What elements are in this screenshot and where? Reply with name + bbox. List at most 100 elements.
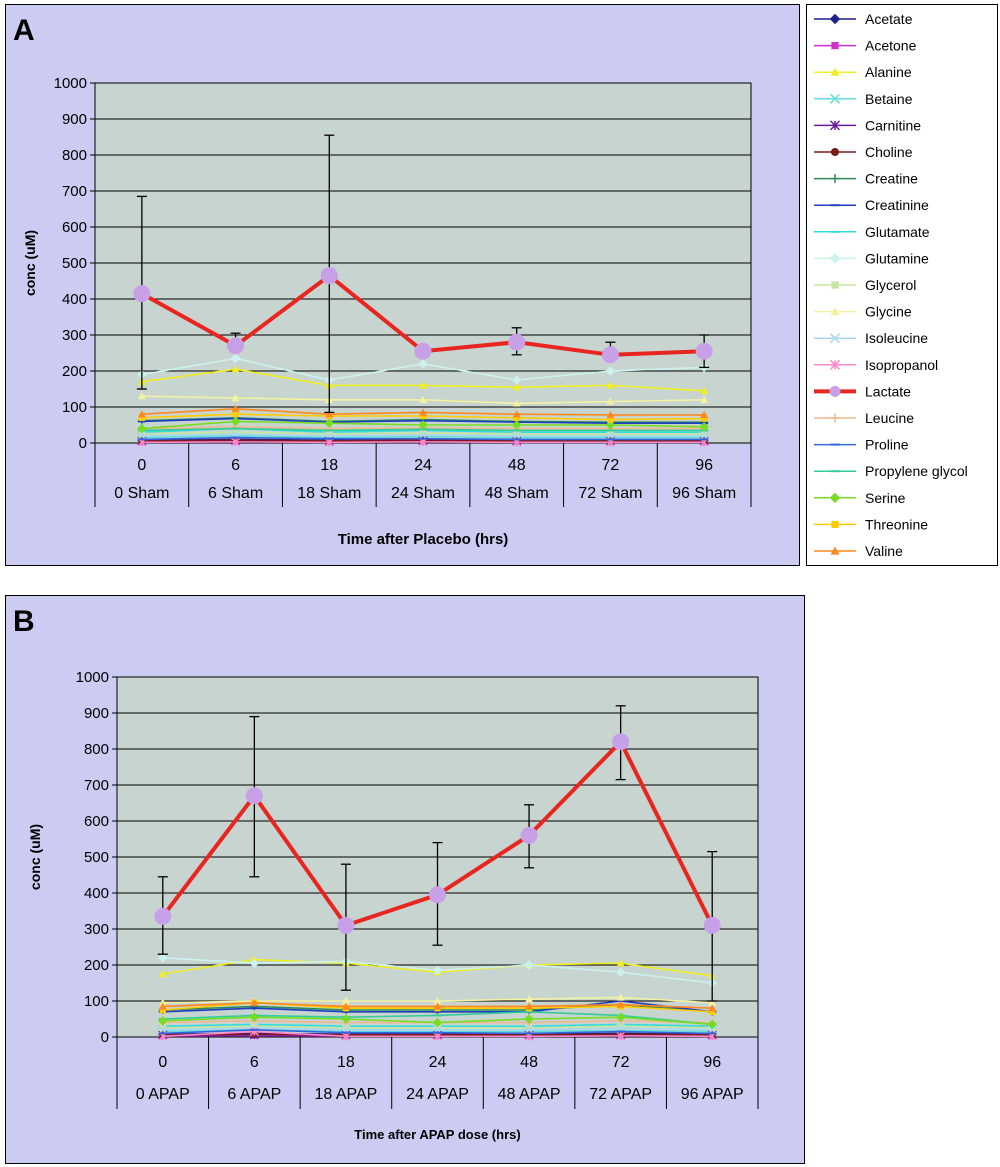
y-tick-label: 300 bbox=[84, 921, 109, 938]
legend-label: Isopropanol bbox=[865, 357, 938, 373]
x-tick-label: 6 bbox=[231, 457, 240, 474]
y-axis-title: conc (uM) bbox=[27, 824, 43, 890]
data-point bbox=[325, 437, 334, 440]
data-point bbox=[700, 430, 708, 438]
data-point bbox=[512, 410, 521, 418]
data-point bbox=[341, 1010, 350, 1013]
series-lactate bbox=[154, 705, 721, 1002]
data-point bbox=[508, 333, 526, 351]
legend-label: Glutamine bbox=[865, 250, 929, 266]
data-point bbox=[232, 429, 239, 436]
data-point bbox=[325, 429, 334, 432]
data-point bbox=[137, 392, 146, 400]
y-tick-label: 900 bbox=[62, 111, 87, 128]
y-tick-label: 400 bbox=[62, 291, 87, 308]
data-point bbox=[525, 1032, 534, 1035]
data-point bbox=[700, 410, 709, 419]
panel-label-b: B bbox=[13, 605, 35, 638]
data-point bbox=[341, 997, 350, 1005]
data-point bbox=[616, 993, 625, 1001]
legend-item-propylene-glycol: Propylene glycol bbox=[814, 463, 968, 479]
x-group-label: 0 APAP bbox=[136, 1086, 190, 1103]
x-axis-title: Time after Placebo (hrs) bbox=[338, 531, 509, 548]
data-point bbox=[615, 1012, 626, 1022]
legend-marker bbox=[831, 42, 839, 50]
data-point bbox=[708, 1032, 717, 1035]
data-point bbox=[341, 1002, 350, 1010]
series-valine bbox=[158, 998, 717, 1012]
data-point bbox=[138, 414, 146, 421]
x-tick-label: 0 bbox=[158, 1054, 167, 1071]
legend-label: Threonine bbox=[865, 516, 928, 532]
data-point bbox=[607, 430, 614, 438]
y-tick-label: 0 bbox=[79, 435, 87, 452]
legend-item-glutamate: Glutamate bbox=[814, 224, 930, 240]
legend-label: Glycine bbox=[865, 304, 912, 320]
data-point bbox=[605, 366, 616, 376]
data-point bbox=[158, 1016, 168, 1026]
legend-item-glycine: Glycine bbox=[814, 304, 912, 320]
legend-marker bbox=[830, 546, 840, 555]
y-tick-label: 1000 bbox=[76, 669, 109, 686]
legend: Acetate Acetone Alanine Betaine Carnitine Cho… bbox=[806, 4, 998, 566]
data-point bbox=[325, 410, 334, 418]
legend-item-threonine: Threonine bbox=[814, 516, 928, 532]
y-tick-label: 100 bbox=[62, 399, 87, 416]
data-point bbox=[606, 429, 615, 432]
data-point bbox=[525, 1002, 534, 1010]
legend-label: Isoleucine bbox=[865, 330, 928, 346]
series-serine bbox=[137, 416, 709, 434]
data-point bbox=[699, 422, 709, 432]
data-point bbox=[231, 436, 240, 439]
legend-label: Carnitine bbox=[865, 117, 921, 133]
legend-item-creatinine: Creatinine bbox=[814, 197, 929, 213]
legend-marker bbox=[829, 13, 841, 25]
data-point bbox=[231, 437, 241, 447]
data-point bbox=[326, 430, 333, 438]
x-tick-label: 72 bbox=[602, 457, 620, 474]
legend-marker bbox=[830, 204, 840, 207]
y-tick-label: 800 bbox=[62, 147, 87, 164]
y-tick-label: 400 bbox=[84, 885, 109, 902]
legend-label: Betaine bbox=[865, 91, 913, 107]
legend-item-serine: Serine bbox=[814, 490, 906, 506]
legend-item-proline: Proline bbox=[814, 437, 909, 453]
legend-label: Serine bbox=[865, 490, 906, 506]
data-point bbox=[342, 1024, 350, 1032]
data-point bbox=[433, 1010, 442, 1013]
data-point bbox=[700, 415, 708, 422]
series-glycerol bbox=[138, 429, 708, 438]
y-tick-label: 600 bbox=[62, 219, 87, 236]
legend-label: Creatine bbox=[865, 171, 918, 187]
data-point bbox=[606, 410, 615, 419]
data-point bbox=[512, 420, 522, 430]
series-valine bbox=[137, 404, 709, 419]
legend-item-valine: Valine bbox=[814, 543, 903, 559]
data-point bbox=[605, 420, 616, 430]
x-tick-label: 6 bbox=[250, 1054, 259, 1071]
legend-marker bbox=[830, 307, 840, 316]
legend-label: Glutamate bbox=[865, 224, 930, 240]
series-lactate bbox=[133, 134, 713, 414]
y-tick-label: 1000 bbox=[54, 75, 87, 92]
data-point bbox=[513, 430, 520, 438]
x-tick-label: 24 bbox=[414, 457, 432, 474]
series-glycine bbox=[137, 392, 709, 407]
data-point bbox=[231, 394, 240, 402]
legend-item-betaine: Betaine bbox=[814, 91, 913, 107]
data-point bbox=[512, 438, 521, 441]
data-point bbox=[525, 1024, 533, 1032]
data-point bbox=[419, 381, 427, 389]
y-tick-label: 100 bbox=[84, 993, 109, 1010]
data-point bbox=[158, 1002, 167, 1010]
legend-marker bbox=[829, 359, 841, 370]
data-point bbox=[433, 1031, 442, 1034]
data-point bbox=[137, 423, 147, 434]
data-point bbox=[154, 907, 172, 925]
legend-marker bbox=[830, 147, 840, 157]
data-point bbox=[227, 337, 245, 355]
series-proline bbox=[137, 436, 709, 441]
legend-item-isopropanol: Isopropanol bbox=[814, 357, 938, 373]
data-point bbox=[433, 1002, 442, 1010]
data-point bbox=[419, 412, 427, 420]
